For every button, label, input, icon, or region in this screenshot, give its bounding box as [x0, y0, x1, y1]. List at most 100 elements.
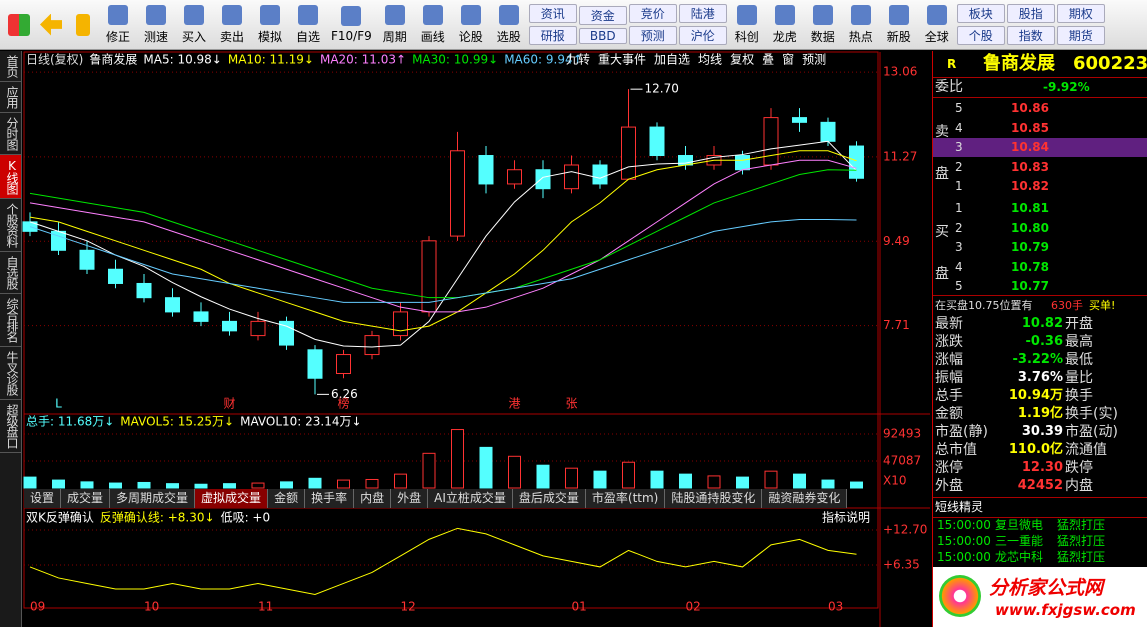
volume-bar: [394, 473, 407, 489]
toolbar-small-button[interactable]: BBD: [578, 27, 627, 44]
chart-button[interactable]: 九转: [566, 52, 590, 67]
button-icon: [222, 4, 242, 25]
toolbar-pair: 股指 指数: [1006, 4, 1055, 45]
sidebar-tab[interactable]: 超级盘口: [0, 400, 21, 453]
toolbar-small-button[interactable]: 期权: [1056, 4, 1105, 23]
chart-button[interactable]: 均线: [698, 53, 722, 67]
indicator-tab[interactable]: 外盘: [391, 489, 429, 508]
y-tick-label: 47087: [883, 454, 921, 468]
book-label: 盘: [935, 166, 949, 182]
order-row: 5 10.86: [933, 99, 1147, 118]
sidebar-tab[interactable]: 应用: [0, 82, 21, 113]
candle-body: [507, 169, 522, 185]
indicator-tab[interactable]: 陆股通持股变化: [665, 489, 763, 508]
indicator-tab[interactable]: 换手率: [305, 489, 355, 508]
toolbar-small-button[interactable]: 资金: [578, 5, 627, 25]
toolbar-small-button[interactable]: 研报: [528, 26, 577, 45]
sidebar-tab[interactable]: 分时图: [0, 113, 21, 155]
chart-button[interactable]: 加自选: [654, 53, 690, 67]
order-level: 5: [955, 279, 963, 294]
toolbar-button[interactable]: 选股: [491, 4, 527, 45]
toolbar-button[interactable]: 论股: [453, 4, 489, 45]
indicator-tab[interactable]: 内盘: [354, 489, 392, 508]
button-icon: [736, 4, 757, 25]
sidebar-tab[interactable]: 自选股: [0, 252, 21, 294]
volume-bar: [308, 477, 322, 489]
chart-button[interactable]: 复权: [730, 53, 754, 67]
stat-label: 总市值: [935, 442, 977, 458]
toolbar-small-button[interactable]: 个股: [956, 26, 1005, 45]
grid-icon[interactable]: [4, 3, 34, 47]
toolbar-small-button[interactable]: 板块: [956, 4, 1005, 23]
toolbar-button[interactable]: 周期: [377, 4, 413, 45]
chart-button[interactable]: 窗: [782, 53, 794, 67]
stat-value: 1.19亿: [1017, 406, 1063, 421]
toolbar-button[interactable]: 画线: [415, 4, 451, 45]
y-tick-label: +12.70: [883, 522, 927, 536]
button-label: 模拟: [257, 29, 282, 44]
ma-line: [29, 159, 857, 313]
toolbar-button[interactable]: 卖出: [214, 4, 250, 45]
order-row: 4 10.78: [933, 258, 1147, 277]
toolbar-button[interactable]: 数据: [805, 4, 841, 45]
toolbar-small-button[interactable]: 预测: [628, 26, 677, 45]
toolbar-button[interactable]: 热点: [843, 4, 879, 45]
toolbar-button[interactable]: 模拟: [252, 4, 288, 45]
stat-label: 市盈(静): [935, 424, 988, 440]
indicator-tab[interactable]: 市盈率(ttm): [586, 489, 666, 508]
indicator-tab[interactable]: 盘后成交量: [513, 489, 586, 508]
volume-bar: [280, 481, 293, 489]
toolbar-button[interactable]: 测速: [138, 4, 174, 45]
ma-label: MA30: 10.99↓: [412, 53, 498, 67]
volume-bar: [80, 481, 94, 489]
toolbar-button[interactable]: 新股: [881, 4, 917, 45]
indicator-tab[interactable]: 金额: [268, 489, 306, 508]
candle-body: [108, 268, 123, 284]
toolbar-small-button[interactable]: 股指: [1006, 4, 1055, 23]
indicator-tab[interactable]: AI立桩成交量: [428, 489, 513, 508]
y-tick-label: 13.06: [883, 65, 917, 79]
indicator-help[interactable]: 指标说明: [822, 510, 870, 525]
toolbar-button[interactable]: 全球: [919, 4, 955, 45]
stat-row: 涨停 12.30 跌停: [933, 459, 1147, 477]
sidebar-tab[interactable]: 个股资料: [0, 199, 21, 252]
stat-value: 3.76%: [1017, 370, 1063, 385]
updown-icon[interactable]: [68, 3, 98, 47]
indicator-tab[interactable]: 多周期成交量: [110, 489, 196, 508]
sidebar-tab[interactable]: 牛叉诊股: [0, 347, 21, 400]
toolbar-button[interactable]: 买入: [176, 4, 212, 45]
toolbar-small-button[interactable]: 资讯: [528, 4, 577, 23]
toolbar-small-button[interactable]: 竞价: [628, 4, 677, 23]
toolbar-small-button[interactable]: 陆港: [678, 4, 727, 23]
volume-unit: X10: [883, 474, 907, 488]
toolbar-button[interactable]: 科创: [729, 4, 765, 45]
button-label: 数据: [810, 29, 835, 44]
stat-row: 外盘 42452 内盘: [933, 477, 1147, 495]
indicator-tab[interactable]: 融资融券变化: [762, 489, 848, 508]
sidebar-tab[interactable]: K线图: [0, 155, 21, 199]
indicator-line: [29, 527, 857, 595]
chart-button[interactable]: 预测: [802, 53, 826, 67]
button-icon: [260, 4, 280, 25]
button-icon: [850, 4, 871, 25]
toolbar-button[interactable]: 龙虎: [767, 4, 803, 45]
toolbar-small-button[interactable]: 沪伦: [678, 26, 727, 45]
chart-button[interactable]: 叠: [762, 53, 774, 67]
toolbar-button[interactable]: F10/F9: [328, 6, 375, 43]
back-icon[interactable]: [36, 3, 66, 47]
ma-line: [29, 150, 857, 332]
sidebar-tab[interactable]: 综合排名: [0, 294, 21, 347]
volume-label: MAVOL10: 23.14万↓: [240, 415, 361, 429]
ratio-value: -9.92%: [1043, 80, 1090, 94]
sidebar-tab[interactable]: 首页: [0, 51, 21, 82]
indicator-tab[interactable]: 成交量: [61, 489, 111, 508]
toolbar-button[interactable]: 修正: [100, 4, 136, 45]
toolbar-small-button[interactable]: 期货: [1056, 26, 1105, 45]
toolbar-button[interactable]: 自选: [290, 4, 326, 45]
indicator-tab[interactable]: 设置: [24, 489, 62, 508]
order-level: 5: [955, 101, 963, 115]
chart-button[interactable]: 重大事件: [598, 53, 646, 67]
toolbar-small-button[interactable]: 指数: [1006, 26, 1055, 45]
indicator-tab[interactable]: 虚拟成交量: [195, 489, 269, 508]
